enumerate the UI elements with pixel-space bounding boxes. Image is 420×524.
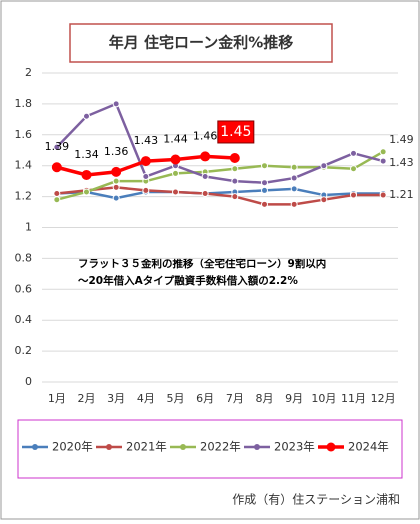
point bbox=[290, 163, 298, 171]
point bbox=[290, 185, 298, 193]
point bbox=[111, 166, 122, 177]
series-line bbox=[56, 186, 384, 206]
point bbox=[53, 190, 61, 198]
legend-marker bbox=[180, 444, 186, 450]
point bbox=[261, 186, 268, 194]
point bbox=[83, 188, 90, 196]
y-tick-label: 1.8 bbox=[15, 97, 33, 110]
point bbox=[229, 152, 240, 163]
legend-box bbox=[17, 419, 403, 479]
series-line bbox=[56, 187, 384, 200]
series-line bbox=[56, 150, 384, 201]
point bbox=[51, 162, 62, 173]
x-tick-label: 5月 bbox=[167, 392, 185, 405]
legend-marker bbox=[254, 444, 260, 450]
point bbox=[142, 173, 150, 181]
x-tick-label: 12月 bbox=[371, 392, 396, 405]
point bbox=[261, 162, 268, 170]
point bbox=[379, 148, 387, 156]
data-label: 1.46 bbox=[193, 129, 218, 142]
data-label: 1.45 bbox=[220, 124, 251, 140]
data-label: 1.39 bbox=[45, 140, 70, 153]
point bbox=[172, 169, 179, 177]
legend-marker bbox=[326, 442, 336, 452]
x-tick-label: 7月 bbox=[226, 392, 244, 405]
legend-marker bbox=[106, 444, 112, 450]
title-box bbox=[69, 23, 333, 63]
point bbox=[170, 154, 181, 165]
y-tick-label: 0.4 bbox=[15, 313, 33, 326]
point bbox=[83, 112, 90, 120]
y-tick-label: 2 bbox=[25, 66, 32, 79]
point bbox=[261, 200, 268, 208]
y-tick-label: 0.6 bbox=[15, 282, 33, 295]
x-tick-label: 8月 bbox=[256, 392, 274, 405]
data-label: 1.44 bbox=[163, 133, 188, 146]
point bbox=[112, 194, 120, 202]
highlight-box bbox=[217, 120, 255, 144]
point bbox=[81, 169, 92, 180]
data-label: 1.49 bbox=[389, 133, 414, 146]
point bbox=[320, 196, 328, 204]
footer: 作成（有）住ステーション浦和 bbox=[232, 493, 400, 507]
point bbox=[350, 165, 357, 173]
y-tick-label: 0 bbox=[25, 375, 32, 388]
point bbox=[112, 183, 120, 191]
legend-label: 2020年 bbox=[52, 440, 93, 454]
y-tick-label: 1.2 bbox=[15, 190, 33, 203]
point bbox=[261, 179, 268, 187]
point bbox=[112, 100, 120, 108]
point bbox=[350, 149, 357, 157]
x-tick-label: 4月 bbox=[137, 392, 155, 405]
data-label: 1.34 bbox=[74, 148, 99, 161]
point bbox=[200, 151, 211, 162]
chart-title: 年月 住宅ローン金利%推移 bbox=[109, 34, 294, 52]
point bbox=[201, 190, 209, 198]
point bbox=[379, 157, 387, 165]
point bbox=[172, 188, 179, 196]
point bbox=[53, 143, 61, 151]
x-tick-label: 1月 bbox=[48, 392, 66, 405]
data-label: 1.36 bbox=[104, 145, 129, 158]
point bbox=[350, 191, 357, 199]
point bbox=[201, 173, 209, 181]
x-tick-label: 9月 bbox=[285, 392, 303, 405]
point bbox=[290, 174, 298, 182]
point bbox=[53, 196, 61, 204]
legend-marker bbox=[32, 444, 38, 450]
y-tick-label: 1 bbox=[25, 221, 32, 234]
x-tick-label: 11月 bbox=[341, 392, 366, 405]
series-line bbox=[55, 102, 384, 184]
y-tick-label: 1.6 bbox=[15, 128, 33, 141]
point bbox=[231, 165, 239, 173]
annotation: フラット３５金利の推移（全宅住宅ローン）9割以内 bbox=[78, 257, 326, 270]
point bbox=[142, 186, 150, 194]
legend-label: 2024年 bbox=[348, 440, 389, 454]
legend-label: 2021年 bbox=[126, 440, 167, 454]
point bbox=[140, 156, 151, 167]
annotation: ～20年借入Aタイプ融資手数料借入額の2.2% bbox=[78, 274, 298, 287]
data-label: 1.43 bbox=[389, 156, 414, 169]
x-tick-label: 10月 bbox=[311, 392, 336, 405]
y-tick-label: 0.2 bbox=[15, 344, 33, 357]
y-tick-label: 1.4 bbox=[15, 159, 33, 172]
point bbox=[379, 191, 387, 199]
data-label: 1.21 bbox=[389, 188, 414, 201]
x-tick-label: 2月 bbox=[78, 392, 96, 405]
y-tick-label: 0.8 bbox=[15, 251, 33, 264]
data-label: 1.43 bbox=[134, 134, 159, 147]
point bbox=[112, 177, 120, 185]
x-tick-label: 6月 bbox=[196, 392, 214, 405]
legend-label: 2022年 bbox=[200, 440, 241, 454]
point bbox=[231, 177, 239, 185]
x-tick-label: 3月 bbox=[107, 392, 125, 405]
legend-label: 2023年 bbox=[274, 440, 315, 454]
point bbox=[231, 193, 239, 201]
point bbox=[290, 200, 298, 208]
point bbox=[320, 162, 328, 170]
